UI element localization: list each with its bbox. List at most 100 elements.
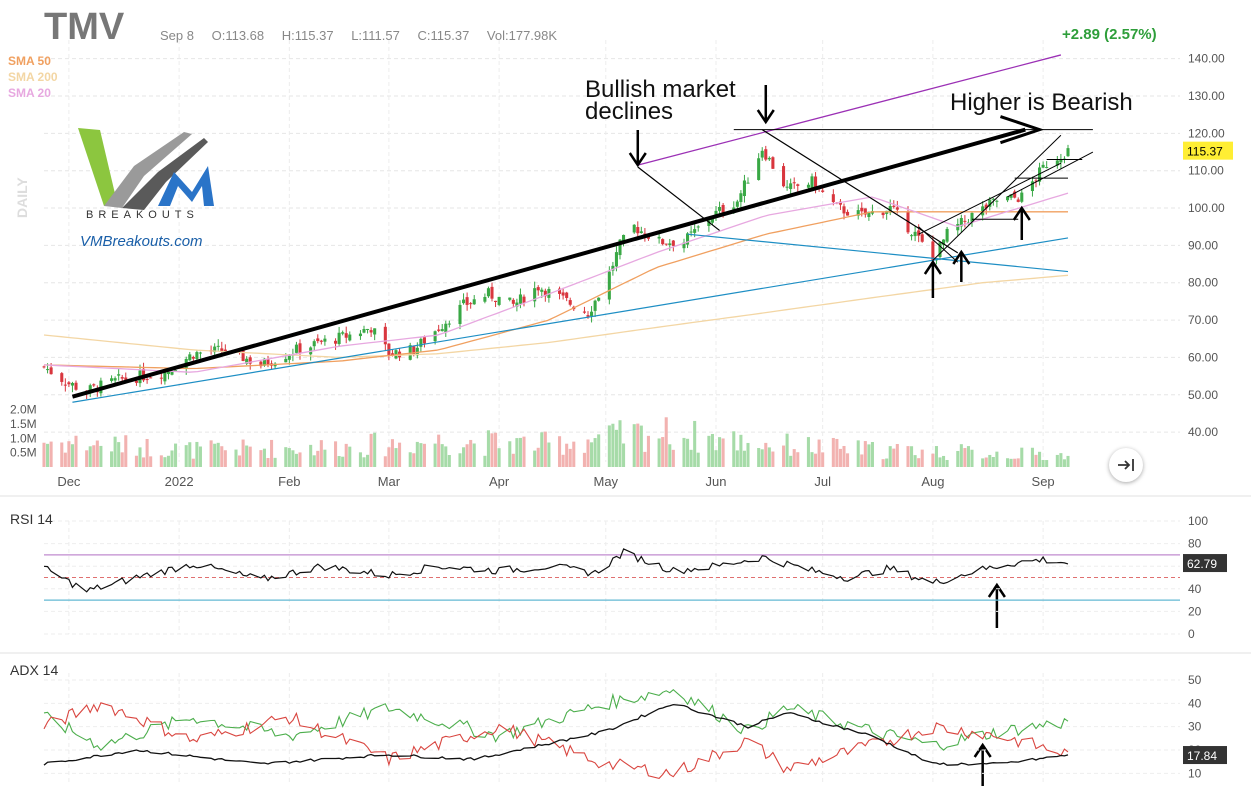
candle-body [422, 337, 426, 344]
candle-body [134, 380, 138, 383]
candle-body [191, 356, 195, 359]
candle-body [632, 224, 636, 233]
volume-bar [643, 451, 647, 467]
candle-body [511, 299, 515, 304]
time-tick-label: Aug [921, 474, 944, 489]
candle-body [981, 206, 985, 216]
candle-body [472, 299, 476, 305]
volume-bar [291, 450, 295, 467]
candle-body [142, 368, 146, 381]
candle-body [383, 326, 387, 345]
candle-body [124, 377, 128, 380]
sma20-line [43, 192, 1069, 373]
volume-bar [486, 430, 490, 467]
price-tick-label: 70.00 [1188, 313, 1218, 327]
candle-body [682, 242, 686, 249]
volume-bar [920, 449, 924, 467]
volume-bar [842, 445, 846, 467]
volume-bar [867, 444, 871, 467]
price-tick-label: 80.00 [1188, 276, 1218, 290]
sma20-legend[interactable]: SMA 20 [8, 86, 51, 100]
candle-body [714, 210, 718, 217]
candle-body [486, 288, 490, 297]
time-tick-label: May [593, 474, 618, 489]
sma50-line [43, 211, 1068, 370]
candle-body [223, 349, 227, 352]
volume-bar [462, 447, 466, 467]
volume-bar [142, 457, 146, 467]
candle-body [614, 252, 618, 267]
rsi-panel-title: RSI 14 [10, 511, 53, 527]
volume-bar [760, 449, 764, 467]
volume-bar [856, 440, 860, 467]
candle-body [369, 330, 373, 333]
volume-bar [259, 450, 263, 467]
volume-bar [309, 444, 313, 467]
volume-bar [95, 440, 99, 467]
sma50-legend[interactable]: SMA 50 [8, 54, 51, 68]
candle-body [995, 200, 999, 202]
up-arrow-icon [987, 582, 1006, 628]
up-arrow-icon [952, 249, 971, 282]
volume-bar [614, 429, 618, 467]
plus-di-line [43, 688, 1069, 752]
volume-bar [518, 437, 522, 467]
volume-bar [789, 455, 793, 467]
expand-chart-button[interactable] [1109, 448, 1143, 482]
sma200-line [43, 274, 1069, 358]
volume-bar [223, 450, 227, 467]
rsi-tick-label: 100 [1188, 514, 1208, 528]
candle-body [984, 204, 988, 209]
rsi-tick-label: 80 [1188, 537, 1202, 551]
up-arrow-icon [1012, 205, 1031, 240]
candle-body [668, 243, 672, 245]
volume-bar [67, 441, 71, 467]
volume-bar [191, 458, 195, 467]
volume-bar [696, 452, 700, 467]
volume-bar [1045, 460, 1049, 467]
candle-body [437, 329, 441, 331]
candle-body [287, 355, 291, 360]
volume-tick-label: 0.5M [10, 446, 37, 460]
volume-bar [547, 442, 551, 467]
volume-bar [419, 443, 423, 467]
candle-body [92, 384, 96, 386]
major-trendline [71, 127, 1026, 399]
volume-bar [1016, 458, 1020, 467]
candle-body [465, 297, 469, 305]
volume-bar [362, 457, 366, 467]
candle-body [494, 300, 498, 303]
volume-bar [572, 441, 576, 467]
volume-bar [906, 446, 910, 467]
volume-bar [273, 457, 277, 467]
volume-bar [910, 446, 914, 467]
up-arrow-icon [973, 742, 992, 786]
sma200-legend[interactable]: SMA 200 [8, 70, 58, 84]
time-tick-label: Mar [378, 474, 401, 489]
volume-bar [742, 450, 746, 467]
volume-bar [369, 433, 373, 467]
volume-bar [806, 437, 810, 467]
candle-body [1030, 181, 1034, 192]
volume-bar [956, 450, 960, 467]
volume-bar [646, 435, 650, 467]
candle-body [490, 286, 494, 299]
candle-body [149, 377, 153, 379]
candle-body [433, 331, 437, 342]
volume-bar [1062, 459, 1066, 467]
volume-bar [536, 447, 540, 467]
candle-body [419, 338, 423, 347]
candle-body [622, 234, 626, 242]
candle-body [785, 186, 789, 188]
candle-body [444, 323, 448, 333]
candle-body [789, 183, 793, 189]
time-tick-label: Sep [1032, 474, 1055, 489]
candle-body [533, 288, 537, 302]
candle-body [718, 206, 722, 211]
candle-body [543, 290, 547, 297]
logo-url[interactable]: VMBreakouts.com [80, 233, 203, 250]
candle-body [462, 299, 466, 304]
volume-bar [145, 438, 149, 467]
time-tick-label: Dec [57, 474, 81, 489]
candle-body [710, 218, 714, 223]
